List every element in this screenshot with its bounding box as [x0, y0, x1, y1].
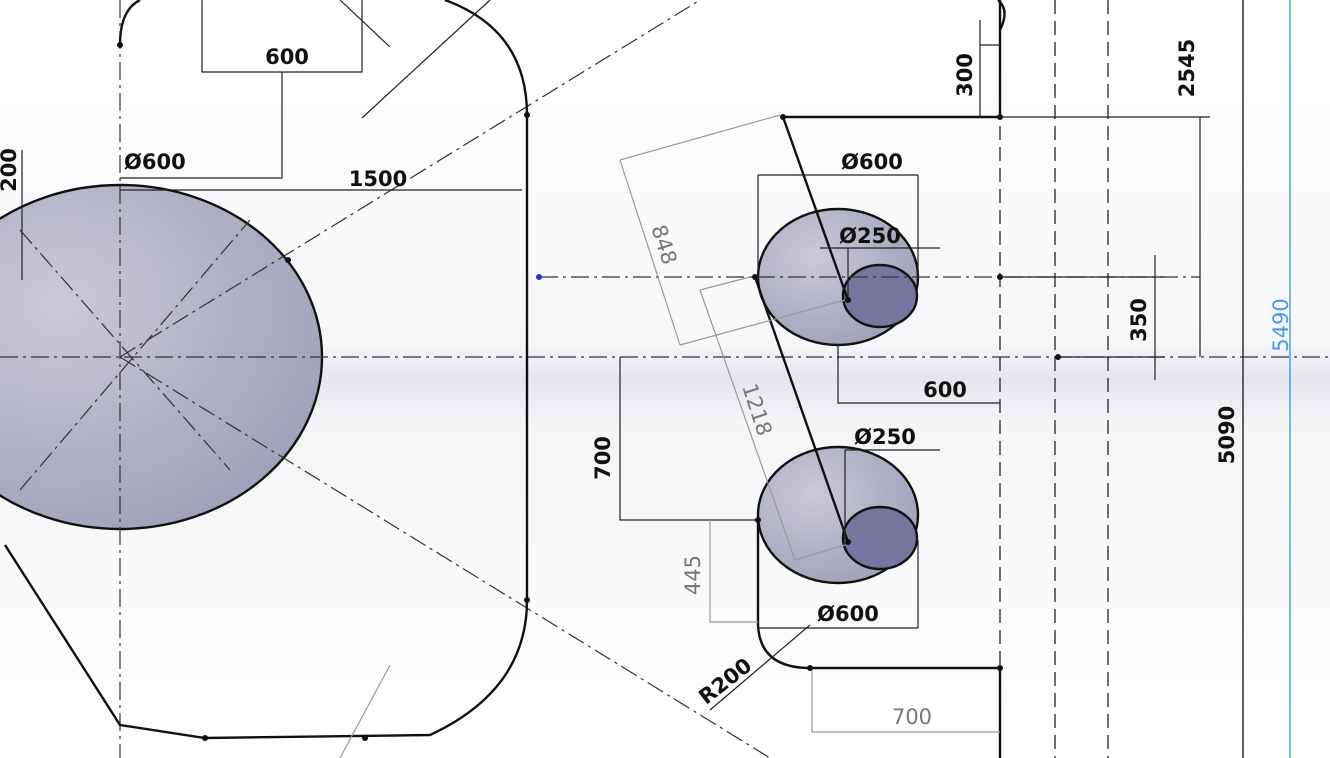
dimension-label: 200 [0, 148, 21, 192]
dimension-label: 2545 [1175, 39, 1199, 97]
dimension-label: 300 [953, 53, 977, 97]
sketch-line [119, 0, 701, 358]
lower-hole [841, 505, 919, 571]
points [117, 42, 1061, 741]
sketch-line [119, 356, 771, 758]
sketch-point [1055, 354, 1061, 360]
upper-hole [841, 263, 919, 329]
sketch-line [783, 0, 1002, 119]
sketch-point [117, 42, 123, 48]
dimension-label: 700 [892, 705, 932, 729]
sketch-line [997, 0, 1006, 31]
sketch-point [780, 114, 786, 120]
dimension-label: 5490 [1269, 298, 1293, 351]
sketch-line [758, 540, 919, 629]
sketch-point [524, 112, 530, 118]
sketch-line [979, 20, 1000, 117]
sketch-line [1000, 116, 1210, 380]
dimension-label: 5090 [1215, 406, 1239, 464]
sketch-line [757, 174, 940, 300]
sketch-line [339, 0, 491, 119]
sketch-line [837, 345, 1000, 404]
sketch-line [709, 520, 1000, 733]
sketch-point [202, 735, 208, 741]
sketch-line [753, 116, 850, 543]
sketch-point [755, 517, 761, 523]
sketch-line [3, 0, 529, 740]
dimension-label: Ø250 [854, 425, 916, 449]
sketch-point [536, 274, 542, 280]
dimension-label: Ø600 [817, 602, 879, 626]
sketch-line [619, 114, 846, 561]
sketch-point [997, 114, 1003, 120]
sketch-point [997, 274, 1003, 280]
sketch-point [362, 735, 368, 741]
sketch-point [807, 665, 813, 671]
sketch-line [19, 219, 251, 491]
sketch-line [619, 357, 940, 540]
sketch-line [709, 624, 811, 711]
dimension-label: Ø250 [839, 224, 901, 248]
dimension-lines [21, 0, 1210, 758]
dimension-label: 600 [923, 378, 967, 402]
sketch-line [118, 0, 141, 46]
sketch-point [285, 257, 291, 263]
sketch-line [21, 0, 522, 280]
dimension-label: Ø600 [841, 150, 903, 174]
sketch-point [752, 274, 758, 280]
sketch-point [845, 539, 851, 545]
sketch-point [997, 665, 1003, 671]
sketch-line [339, 664, 391, 758]
dimension-label: 700 [591, 436, 615, 480]
dimension-label: 350 [1127, 298, 1151, 342]
dimension-label: 1500 [349, 167, 407, 191]
dimension-label: 600 [265, 45, 309, 69]
sketch-point [524, 597, 530, 603]
dimension-label: 445 [681, 555, 705, 595]
sketch-point [845, 297, 851, 303]
dimension-label: Ø600 [124, 150, 186, 174]
